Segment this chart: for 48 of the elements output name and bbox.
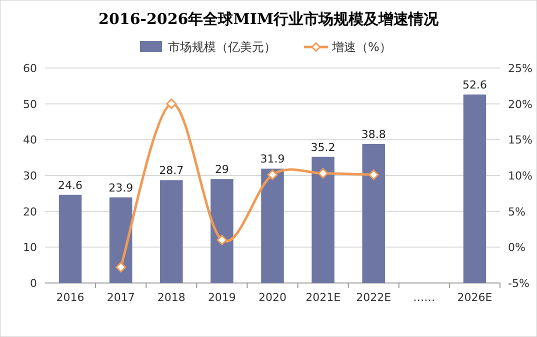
- x-tick-label: 2018: [157, 291, 186, 304]
- y-tick-label: 40: [23, 134, 37, 147]
- point: [116, 262, 126, 272]
- y2-tick-label: 15%: [508, 134, 532, 147]
- data-label: 28.7: [159, 164, 184, 178]
- x-tick-label: 2017: [106, 291, 135, 304]
- data-label: 23.9: [108, 181, 134, 194]
- x-tick-label: 2026E: [457, 291, 492, 304]
- data-label: 52.6: [462, 78, 487, 92]
- y-tick-label: 10: [23, 241, 37, 254]
- legend-label: 市场规模（亿美元）: [168, 40, 276, 54]
- bar: [261, 168, 284, 283]
- y2-tick-label: -5%: [508, 277, 530, 290]
- y-tick-label: 20: [23, 205, 37, 218]
- x-tick-label: 2020: [258, 291, 286, 304]
- x-tick-label: ……: [413, 291, 436, 304]
- point: [368, 170, 379, 180]
- y-tick-label: 60: [23, 62, 37, 75]
- point: [267, 170, 278, 180]
- y2-tick-label: 25%: [508, 62, 532, 75]
- point: [216, 234, 228, 246]
- y-tick-label: 0: [30, 277, 37, 290]
- point: [166, 98, 177, 110]
- bar: [160, 180, 183, 283]
- y2-tick-label: 5%: [508, 205, 526, 218]
- bar: [58, 194, 82, 283]
- y2-tick-label: 10%: [508, 170, 532, 182]
- bar: [210, 179, 234, 283]
- x-tick-label: 2021E: [306, 291, 341, 304]
- x-tick-label: 2016: [56, 291, 84, 304]
- data-label: 24.6: [58, 178, 83, 192]
- data-label: 35.2: [310, 140, 336, 154]
- x-tick-label: 2019: [208, 291, 236, 304]
- point: [318, 168, 328, 179]
- data-label: 38.8: [361, 128, 386, 141]
- data-label: 29: [214, 163, 229, 176]
- bar: [362, 144, 385, 283]
- y2-tick-label: 0%: [508, 241, 526, 254]
- bar: [109, 197, 132, 283]
- data-label: 31.9: [260, 152, 285, 166]
- y-tick-label: 30: [23, 170, 37, 182]
- bar: [463, 94, 486, 283]
- y2-tick-label: 20%: [508, 98, 532, 111]
- x-tick-label: 2022E: [356, 291, 392, 304]
- y-tick-label: 50: [23, 98, 37, 111]
- chart-title: 2016-2026年全球MIM行业市场规模及增速情况: [98, 10, 440, 28]
- legend-label: 增速（%）: [331, 40, 392, 54]
- bar: [312, 156, 334, 283]
